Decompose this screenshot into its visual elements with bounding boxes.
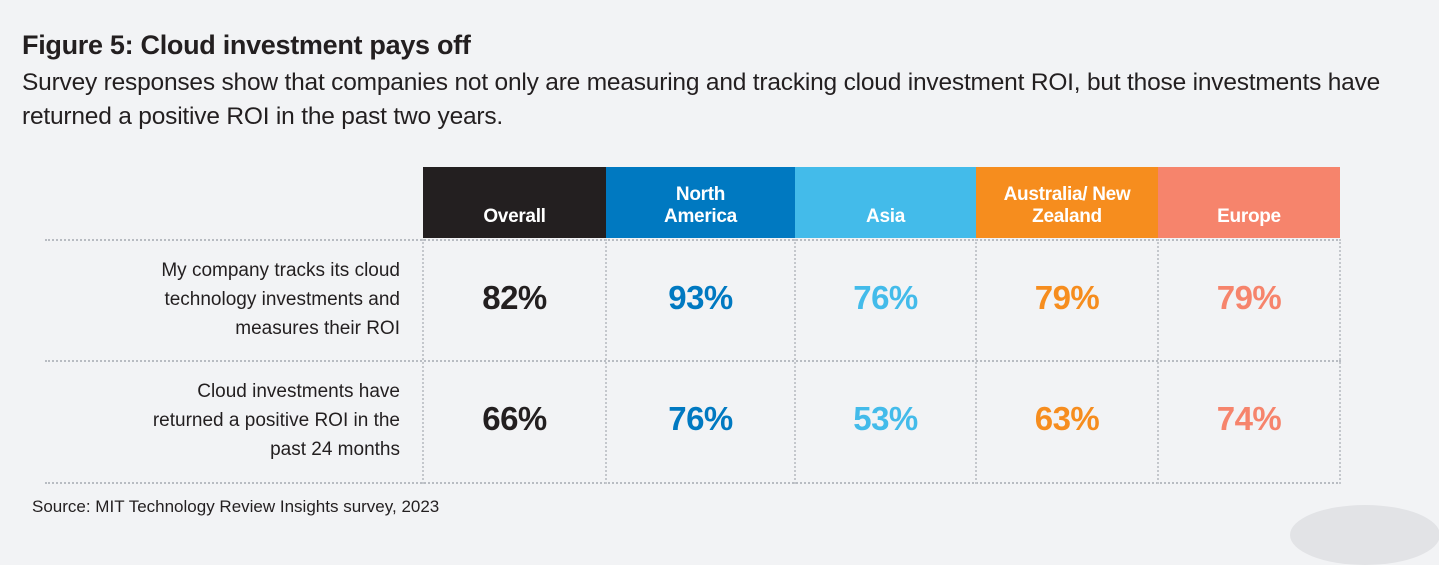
column-header: Overall bbox=[423, 167, 606, 238]
cell-value: 79% bbox=[1216, 278, 1282, 316]
column-header-label: Australia/ New Zealand bbox=[1003, 184, 1131, 227]
column-divider bbox=[1339, 239, 1341, 484]
column-divider bbox=[794, 239, 796, 484]
cell-value: 76% bbox=[668, 399, 733, 437]
row-label: Cloud investments have returned a positi… bbox=[152, 381, 400, 460]
cell-value: 63% bbox=[1034, 399, 1100, 437]
column-divider bbox=[1157, 239, 1159, 484]
cell-value: 79% bbox=[1034, 278, 1100, 316]
column-header: Europe bbox=[1158, 167, 1340, 238]
cell-value: 76% bbox=[853, 278, 918, 316]
column-divider bbox=[975, 239, 977, 484]
row-divider bbox=[45, 360, 1341, 362]
cell-value: 82% bbox=[482, 278, 547, 316]
column-header-label: Overall bbox=[483, 206, 546, 227]
figure-title: Figure 5: Cloud investment pays off bbox=[22, 30, 471, 60]
cell-value: 53% bbox=[853, 399, 918, 437]
column-divider bbox=[605, 239, 607, 484]
column-header-label: Asia bbox=[866, 206, 905, 227]
decorative-shape bbox=[1290, 505, 1439, 565]
column-header: Asia bbox=[795, 167, 976, 238]
row-divider bbox=[45, 482, 1341, 484]
column-header: North America bbox=[606, 167, 795, 238]
column-header: Australia/ New Zealand bbox=[976, 167, 1158, 238]
column-header-label: Europe bbox=[1217, 206, 1281, 227]
cell-value: 66% bbox=[482, 399, 547, 437]
cell-value: 93% bbox=[668, 278, 733, 316]
column-header-label: North America bbox=[664, 184, 737, 227]
column-divider bbox=[422, 239, 424, 484]
source-note: Source: MIT Technology Review Insights s… bbox=[32, 497, 440, 516]
figure-subtitle: Survey responses show that companies not… bbox=[22, 69, 1381, 130]
cell-value: 74% bbox=[1216, 399, 1282, 437]
row-divider bbox=[45, 239, 1341, 241]
row-label: My company tracks its cloud technology i… bbox=[161, 260, 400, 339]
